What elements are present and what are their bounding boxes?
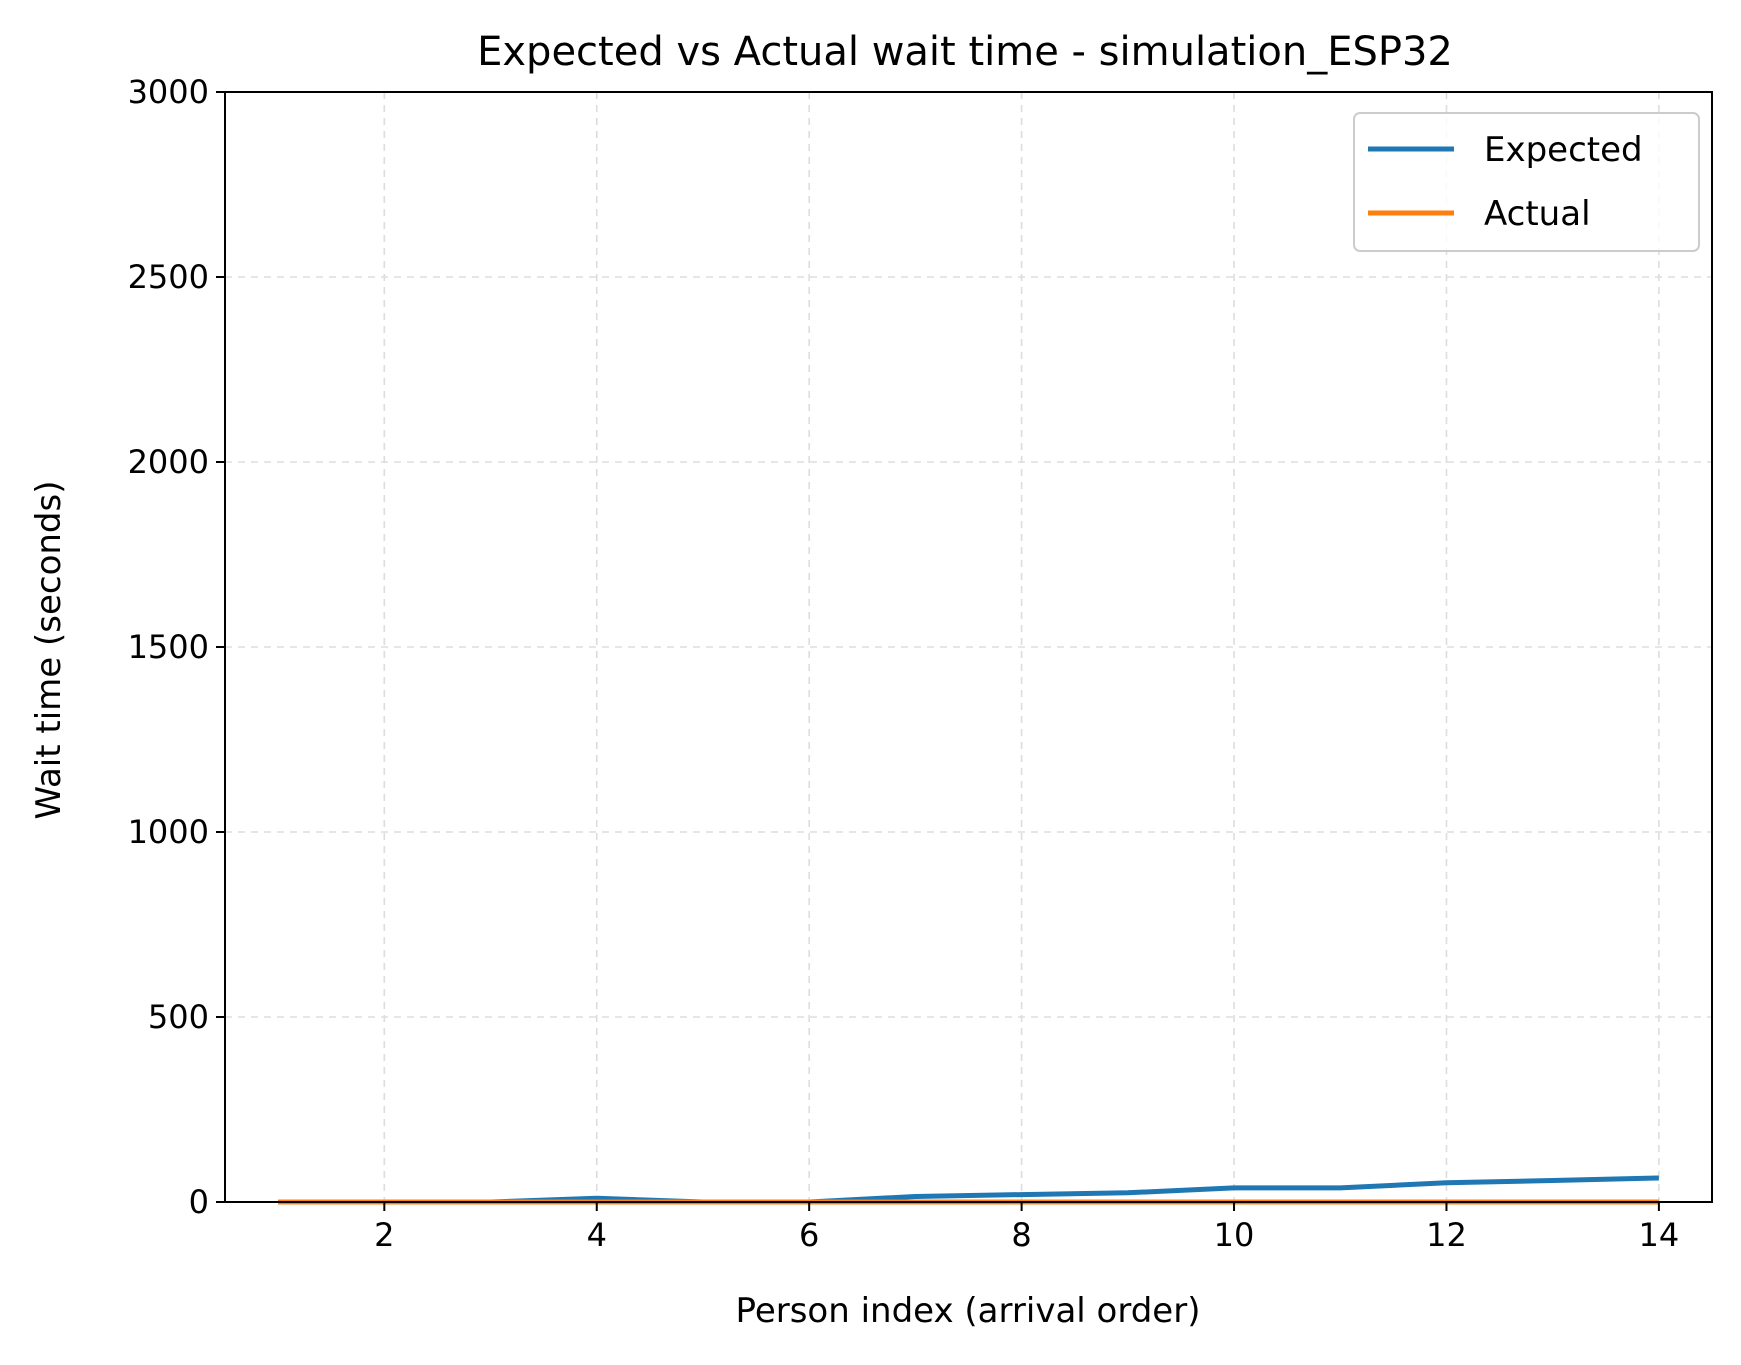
y-tick-label: 500	[148, 998, 209, 1036]
plot-frame	[224, 91, 1713, 1203]
x-tick-label: 8	[1011, 1216, 1031, 1254]
y-tick-label: 3000	[128, 73, 209, 111]
ticks-layer: 2 4 6 8 10 12 14 0 500 1000 1500 2000 2500 3000	[128, 73, 1680, 1254]
y-tick-label: 1000	[128, 813, 209, 851]
chart-title: Expected vs Actual wait time - simulatio…	[477, 29, 1453, 75]
legend-label-expected: Expected	[1484, 130, 1643, 170]
legend-label-actual: Actual	[1484, 194, 1591, 234]
y-axis-label: Wait time (seconds)	[29, 481, 69, 820]
x-axis-label: Person index (arrival order)	[736, 1291, 1201, 1331]
x-tick-label: 2	[374, 1216, 394, 1254]
x-tick-label: 4	[587, 1216, 607, 1254]
y-tick-label: 2000	[128, 443, 209, 481]
x-tick-label: 10	[1214, 1216, 1255, 1254]
x-tick-label: 6	[799, 1216, 819, 1254]
legend: Expected Actual	[1353, 112, 1700, 252]
x-tick-label: 14	[1639, 1216, 1680, 1254]
y-tick-label: 0	[189, 1183, 209, 1221]
y-tick-label: 2500	[128, 258, 209, 296]
y-tick-label: 1500	[128, 628, 209, 666]
x-tick-label: 12	[1426, 1216, 1467, 1254]
